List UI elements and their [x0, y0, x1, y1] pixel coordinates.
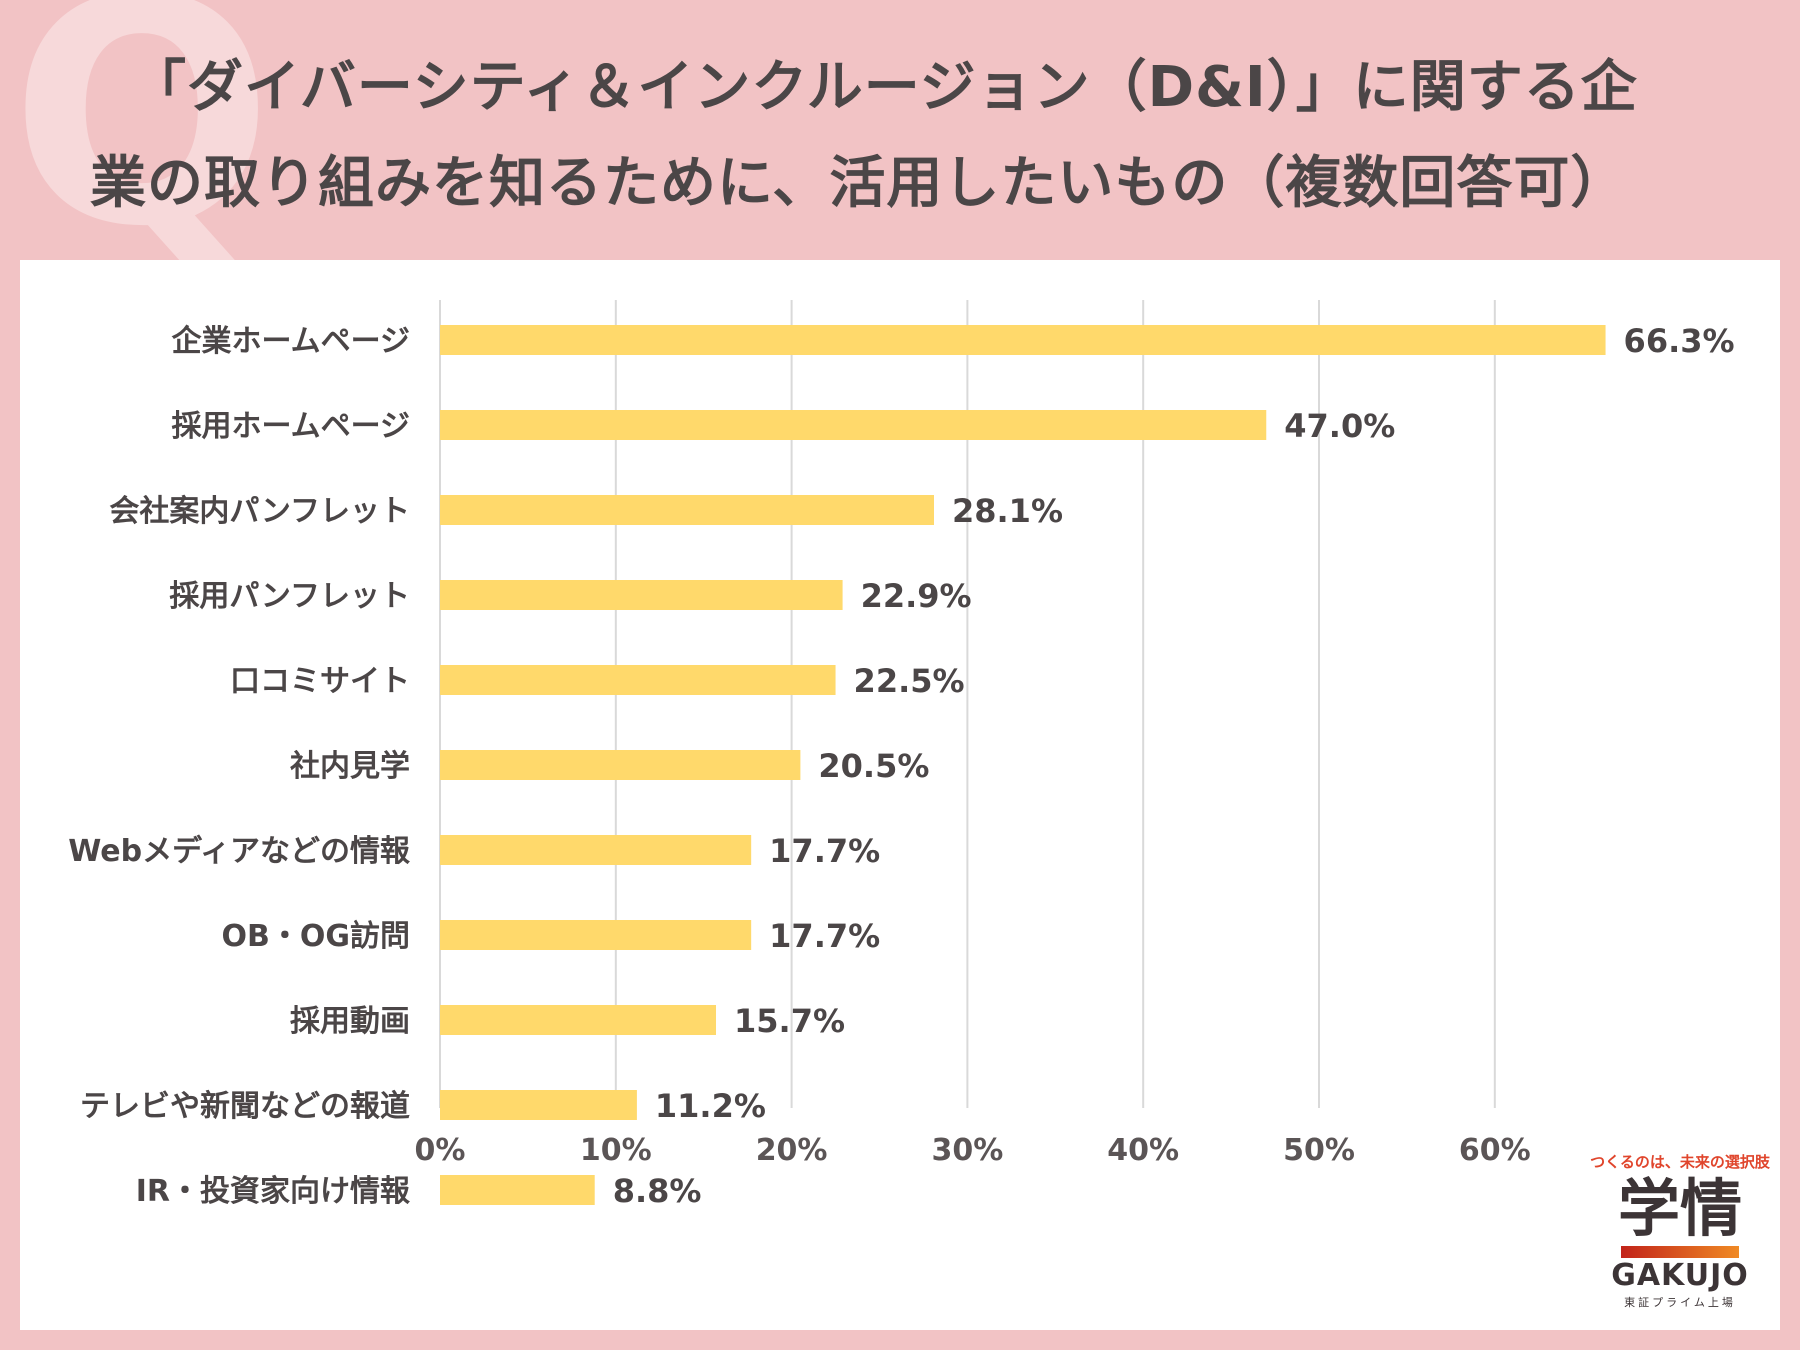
- title-line-2: 業の取り組みを知るために、活用したいもの（複数回答可）: [90, 151, 1628, 216]
- logo-tagline: つくるのは、未来の選択肢: [1590, 1153, 1770, 1171]
- category-label: Webメディアなどの情報: [68, 834, 411, 869]
- logo-subtext: 東証プライム上場: [1624, 1296, 1736, 1309]
- x-tick-label: 0%: [415, 1133, 466, 1168]
- q-watermark: Q: [10, 0, 274, 295]
- category-label: 企業ホームページ: [172, 324, 411, 359]
- category-label: 会社案内パンフレット: [109, 494, 410, 529]
- bar-4: [440, 580, 843, 610]
- value-label: 47.0%: [1284, 407, 1395, 445]
- category-label: 採用パンフレット: [169, 579, 410, 614]
- value-label: 17.7%: [769, 917, 880, 955]
- category-label: OB・OG訪問: [222, 919, 411, 954]
- category-label: 口コミサイト: [230, 664, 410, 699]
- logo-bar: [1621, 1246, 1739, 1258]
- value-label: 22.5%: [854, 662, 965, 700]
- value-label: 20.5%: [818, 747, 929, 785]
- category-label: IR・投資家向け情報: [136, 1174, 411, 1209]
- x-tick-label: 30%: [931, 1133, 1003, 1168]
- title-line-1: 「ダイバーシティ＆インクルージョン（D&I）」に関する企: [130, 55, 1638, 120]
- bar-3: [440, 495, 934, 525]
- bar-5: [440, 665, 836, 695]
- value-label: 22.9%: [861, 577, 972, 615]
- x-tick-label: 60%: [1459, 1133, 1531, 1168]
- value-label: 17.7%: [769, 832, 880, 870]
- bar-2: [440, 410, 1267, 440]
- bar-1: [440, 325, 1606, 355]
- bar-9: [440, 1005, 717, 1035]
- value-label: 66.3%: [1624, 322, 1735, 360]
- x-tick-label: 50%: [1283, 1133, 1355, 1168]
- bar-8: [440, 920, 752, 950]
- bar-6: [440, 750, 801, 780]
- x-tick-label: 40%: [1107, 1133, 1179, 1168]
- gakujo-logo: つくるのは、未来の選択肢 学情 GAKUJO 東証プライム上場: [1590, 1145, 1770, 1315]
- category-label: テレビや新聞などの報道: [80, 1089, 410, 1124]
- x-tick-label: 20%: [756, 1133, 828, 1168]
- logo-kanji: 学情: [1617, 1172, 1742, 1245]
- value-label: 11.2%: [655, 1087, 766, 1125]
- value-label: 8.8%: [613, 1172, 702, 1210]
- value-label: 28.1%: [952, 492, 1063, 530]
- logo-english: GAKUJO: [1611, 1258, 1749, 1293]
- value-label: 15.7%: [734, 1002, 845, 1040]
- category-label: 採用動画: [290, 1004, 410, 1039]
- x-tick-label: 10%: [580, 1133, 652, 1168]
- bar-11: [440, 1175, 595, 1205]
- category-label: 採用ホームページ: [172, 409, 411, 444]
- chart-panel: 企業ホームページ 66.3% 採用ホームページ 47.0% 会社案内パンフレット 28.1…: [20, 260, 1780, 1330]
- bar-10: [440, 1090, 637, 1120]
- bar-7: [440, 835, 752, 865]
- page-title: 「ダイバーシティ＆インクルージョン（D&I）」に関する企 業の取り組みを知るため…: [90, 40, 1780, 232]
- category-label: 社内見学: [290, 749, 410, 784]
- bar-chart: 企業ホームページ 66.3% 採用ホームページ 47.0% 会社案内パンフレット 28.1…: [68, 300, 1735, 1210]
